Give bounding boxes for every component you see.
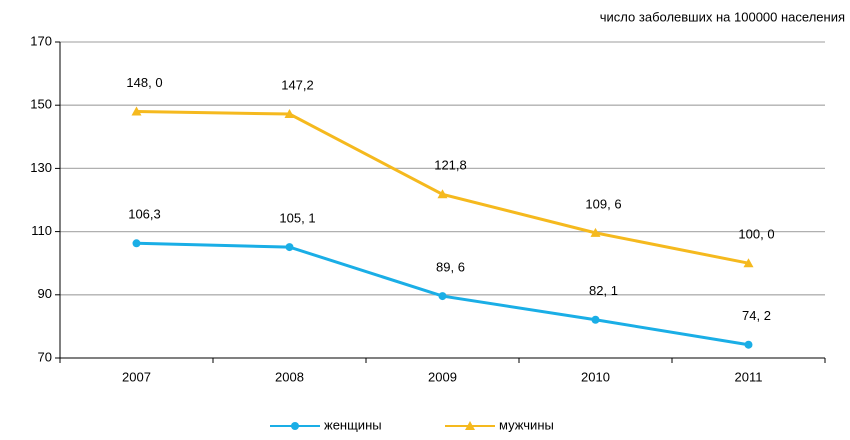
legend-marker (291, 422, 299, 430)
legend-label: женщины (324, 417, 382, 432)
x-tick-label: 2008 (275, 369, 304, 384)
data-point (590, 227, 601, 237)
x-tick-label: 2010 (581, 369, 610, 384)
series-line (136, 110, 749, 265)
data-label: 89, 6 (436, 260, 465, 275)
data-point (132, 239, 141, 248)
legend-label: мужчины (499, 417, 554, 432)
data-point (744, 340, 753, 349)
data-label: 105, 1 (279, 211, 315, 226)
legend-marker (465, 421, 475, 430)
data-point (591, 315, 600, 324)
data-point (438, 292, 447, 301)
x-tick-label: 2007 (122, 369, 151, 384)
y-tick-label: 70 (38, 349, 52, 364)
data-point (437, 189, 448, 199)
y-tick-label: 130 (30, 160, 52, 175)
data-point (131, 106, 142, 116)
data-point (285, 243, 294, 252)
data-label: 148, 0 (126, 75, 162, 90)
y-tick-label: 90 (38, 286, 52, 301)
data-label: 147,2 (281, 77, 314, 92)
data-point (743, 258, 754, 268)
x-tick-label: 2009 (428, 369, 457, 384)
y-tick-label: 150 (30, 97, 52, 112)
data-label: 74, 2 (742, 308, 771, 323)
y-tick-label: 110 (31, 223, 52, 238)
x-tick-label: 2011 (735, 369, 763, 384)
y-tick-label: 170 (30, 33, 52, 48)
data-label: 109, 6 (585, 196, 621, 211)
unit-label: число заболевших на 100000 населения (600, 9, 845, 24)
data-label: 82, 1 (589, 283, 618, 298)
data-label: 100, 0 (738, 227, 774, 242)
data-point (284, 109, 295, 119)
data-label: 121,8 (434, 158, 467, 173)
data-label: 106,3 (128, 207, 161, 222)
